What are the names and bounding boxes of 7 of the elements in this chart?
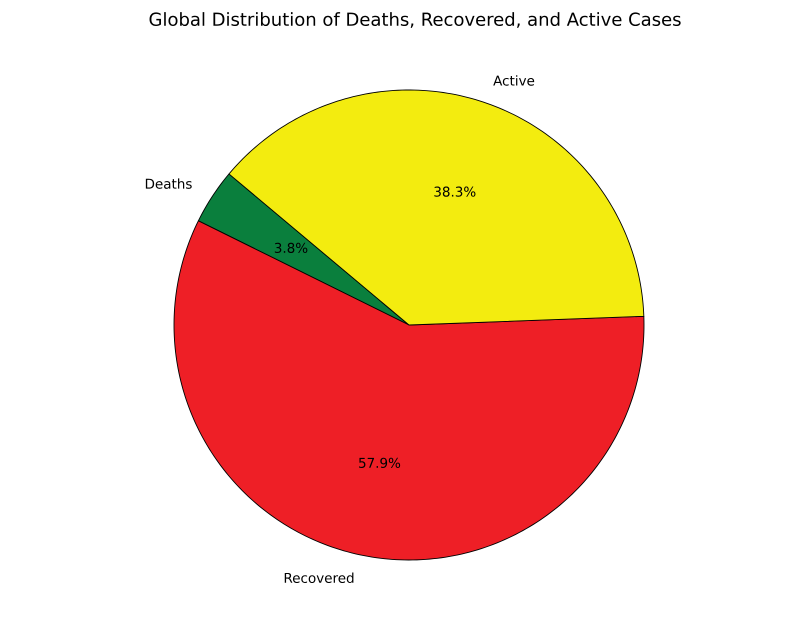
data-label: 38.3% (434, 186, 476, 197)
slice-label: Deaths (146, 178, 192, 189)
data-label: 57.9% (359, 458, 400, 468)
data-label: 3.8% (274, 242, 308, 253)
slice-label: Recovered (284, 572, 354, 583)
slice-label: Active (493, 75, 534, 86)
chart-title: Global Distribution of Deaths, Recovered, and Active Cases (150, 12, 681, 28)
